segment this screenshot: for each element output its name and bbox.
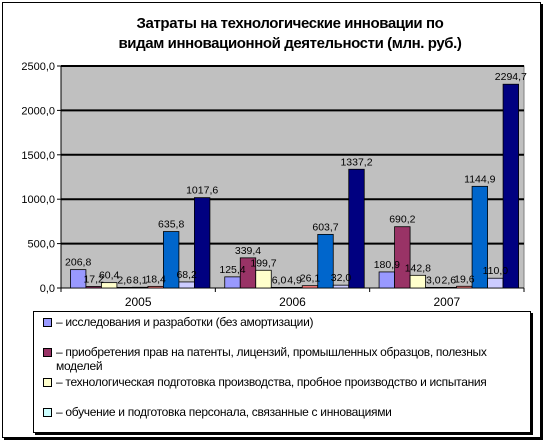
legend-item: – приобретения прав на патенты, лицензий… bbox=[43, 345, 516, 373]
y-tick-label: 0,0 bbox=[40, 283, 55, 295]
x-axis: 2005 2006 2007 bbox=[60, 287, 525, 309]
bar bbox=[132, 286, 149, 289]
bar bbox=[456, 285, 473, 289]
data-label: 19,6 bbox=[454, 273, 475, 285]
data-label: 26,1 bbox=[300, 273, 321, 285]
legend: – исследования и разработки (без амортиз… bbox=[33, 311, 531, 433]
data-label: 1337,2 bbox=[340, 156, 372, 168]
bar bbox=[487, 277, 504, 289]
data-label: 1144,9 bbox=[464, 173, 495, 185]
legend-label: – обучение и подготовка персонала, связа… bbox=[56, 405, 392, 419]
data-label: 6,0 bbox=[272, 274, 287, 286]
plot-area bbox=[60, 65, 525, 289]
bar bbox=[116, 286, 133, 289]
bar bbox=[394, 226, 411, 289]
data-label: 110,0 bbox=[483, 265, 509, 277]
legend-label: – технологическая подготовка производств… bbox=[56, 375, 487, 389]
bar bbox=[255, 269, 272, 289]
data-label: 206,8 bbox=[65, 257, 91, 269]
bar bbox=[178, 281, 195, 289]
y-tick-label: 1500,0 bbox=[21, 150, 55, 162]
bars bbox=[70, 83, 519, 289]
bar bbox=[440, 286, 457, 289]
y-tick-label: 2000,0 bbox=[21, 105, 55, 117]
data-labels: 206,817,260,42,6 8,118,4635,868,21017,612… bbox=[65, 71, 527, 286]
data-label: 4,9 bbox=[287, 274, 302, 286]
bar bbox=[101, 282, 118, 289]
chart-title-line-1: Затраты на технологические инновации по bbox=[136, 15, 444, 32]
bar bbox=[286, 286, 303, 289]
legend-item: – обучение и подготовка персонала, связа… bbox=[43, 405, 516, 419]
data-label: 2294,7 bbox=[495, 71, 527, 83]
bar bbox=[348, 168, 365, 289]
data-label: 1017,6 bbox=[186, 185, 218, 197]
bar bbox=[301, 285, 319, 289]
bar bbox=[270, 286, 288, 289]
chart-title: Затраты на технологические инновации по … bbox=[60, 14, 520, 54]
legend-swatch bbox=[43, 348, 52, 357]
data-label: 8,1 bbox=[133, 274, 148, 286]
data-label: 690,2 bbox=[389, 214, 415, 226]
bar bbox=[425, 286, 442, 289]
data-label: 3,0 bbox=[426, 274, 441, 286]
data-label: 142,8 bbox=[405, 262, 431, 274]
x-tick-label: 2006 bbox=[279, 295, 306, 309]
bar bbox=[502, 83, 519, 289]
bar bbox=[224, 276, 241, 289]
bar bbox=[332, 284, 350, 289]
bar bbox=[85, 286, 102, 289]
data-label: 18,4 bbox=[145, 273, 166, 285]
bar bbox=[317, 233, 334, 289]
y-tick-label: 1000,0 bbox=[21, 194, 55, 206]
data-label: 603,7 bbox=[312, 221, 338, 233]
x-tick-label: 2005 bbox=[125, 295, 152, 309]
data-label: 32,0 bbox=[331, 272, 352, 284]
data-label: 2,6 bbox=[117, 274, 132, 286]
bar bbox=[194, 197, 211, 289]
gridlines bbox=[61, 65, 524, 245]
bar bbox=[378, 271, 395, 289]
legend-label: – исследования и разработки (без амортиз… bbox=[56, 315, 314, 329]
chart-title-line-2: видам инновационной деятельности (млн. р… bbox=[118, 35, 462, 52]
bar bbox=[163, 231, 180, 289]
y-axis: 0,0 500,0 1000,0 1500,0 2000,0 2500,0 bbox=[21, 61, 62, 295]
y-tick-label: 500,0 bbox=[27, 239, 55, 251]
legend-label: – приобретения прав на патенты, лицензий… bbox=[56, 345, 487, 373]
data-label: 180,9 bbox=[374, 259, 400, 271]
legend-item: – технологическая подготовка производств… bbox=[43, 375, 516, 389]
data-label: 2,6 bbox=[442, 274, 457, 286]
data-label: 199,7 bbox=[250, 257, 276, 269]
y-tick-label: 2500,0 bbox=[21, 61, 55, 73]
data-label: 17,2 bbox=[83, 273, 104, 285]
data-label: 68,2 bbox=[176, 269, 197, 281]
data-label: 60,4 bbox=[99, 270, 120, 282]
bar bbox=[70, 269, 87, 289]
legend-item: – исследования и разработки (без амортиз… bbox=[43, 315, 516, 329]
data-label: 635,8 bbox=[158, 219, 184, 231]
data-label: 125,4 bbox=[219, 264, 245, 276]
bar bbox=[409, 274, 426, 289]
legend-swatch bbox=[43, 318, 52, 327]
x-tick-label: 2007 bbox=[433, 295, 460, 309]
bar bbox=[147, 285, 164, 289]
legend-swatch bbox=[43, 408, 52, 417]
legend-swatch bbox=[43, 378, 52, 387]
data-label: 339,4 bbox=[235, 245, 261, 257]
bar bbox=[471, 185, 488, 289]
